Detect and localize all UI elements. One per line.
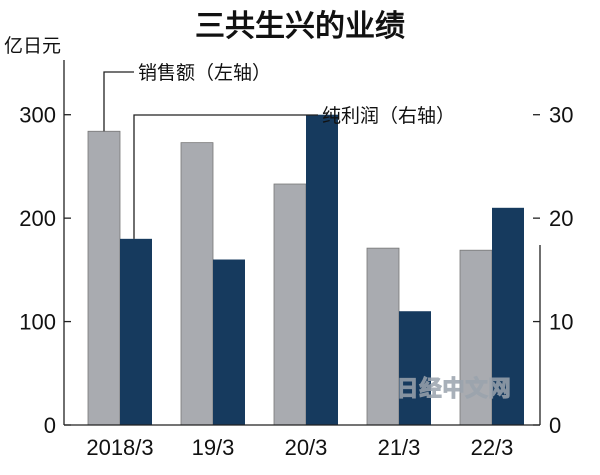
legend-label-profit: 纯利润（右轴）	[322, 105, 455, 127]
left-tick-label: 100	[19, 310, 56, 335]
bar-group	[87, 114, 524, 426]
x-tick-label: 20/3	[285, 435, 328, 460]
right-tick-label: 30	[549, 103, 573, 128]
right-tick-label: 0	[549, 413, 561, 438]
x-tick-label: 21/3	[378, 435, 421, 460]
legend-line-sales	[103, 71, 134, 132]
bar-sales	[273, 183, 307, 426]
bar-sales	[180, 142, 214, 426]
bar-sales	[459, 249, 493, 426]
right-tick-label: 20	[549, 206, 573, 231]
x-tick-label: 2018/3	[86, 435, 153, 460]
left-tick-label: 200	[19, 206, 56, 231]
bar-net-profit	[213, 259, 245, 425]
left-axis-unit: 亿日元	[4, 35, 61, 57]
legend-line-profit	[133, 114, 318, 239]
bar-net-profit	[306, 114, 338, 425]
bar-net-profit	[492, 207, 524, 425]
right-y-axis: 0 10 20 30	[533, 103, 573, 438]
bar-sales	[87, 130, 121, 426]
x-tick-label: 19/3	[192, 435, 235, 460]
legend-callouts: 销售额（左轴） 纯利润（右轴）	[103, 62, 455, 239]
bar-net-profit	[399, 311, 431, 425]
bar-sales	[366, 247, 400, 426]
bar-net-profit	[120, 238, 152, 425]
left-tick-label: 300	[19, 103, 56, 128]
chart-title: 三共生兴的业绩	[195, 9, 405, 44]
watermark: 日经中文网	[396, 376, 511, 402]
left-y-axis: 0 100 200 300	[19, 60, 71, 438]
right-tick-label: 10	[549, 310, 573, 335]
x-axis: 2018/3 19/3 20/3 21/3 22/3	[64, 424, 540, 460]
legend-label-sales: 销售额（左轴）	[138, 62, 271, 84]
x-tick-label: 22/3	[471, 435, 514, 460]
left-tick-label: 0	[44, 413, 56, 438]
